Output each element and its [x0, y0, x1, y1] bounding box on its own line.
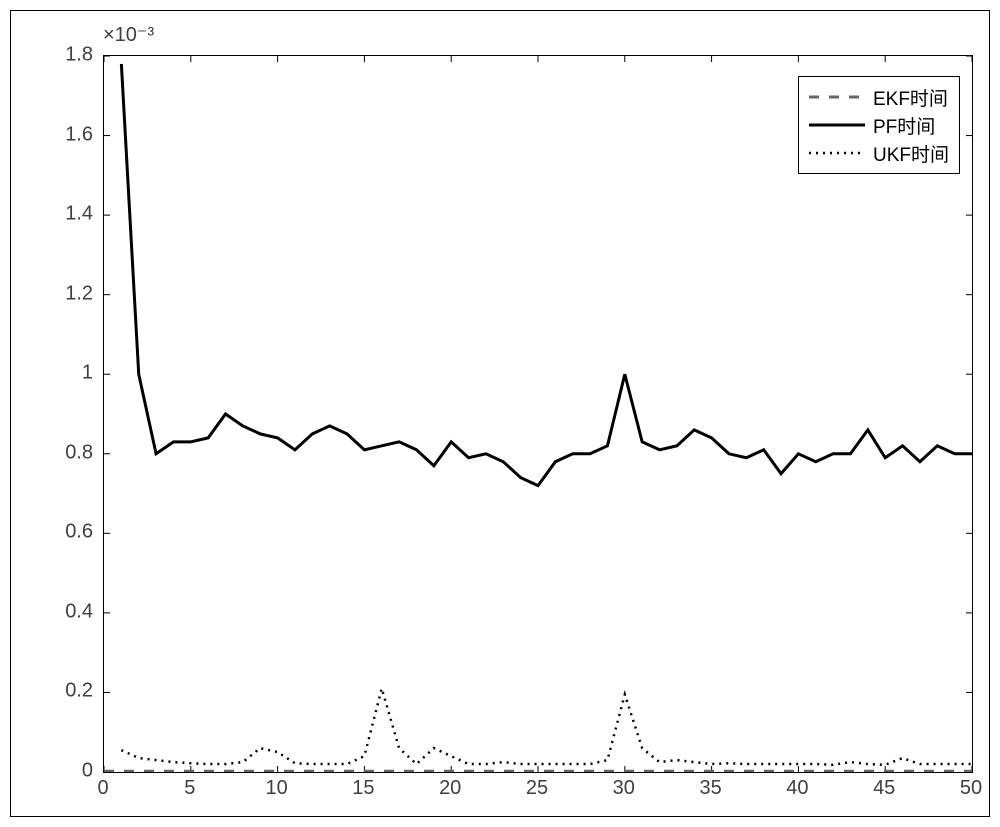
legend-label-pf: PF时间 [873, 112, 935, 139]
chart-container: ×10⁻³ EKF时间 PF时间 UKF时间 [0, 0, 1000, 827]
legend-swatch-ukf [809, 143, 865, 163]
legend-label-ukf: UKF时间 [873, 140, 949, 167]
legend-label-ekf: EKF时间 [873, 84, 948, 111]
x-tick-label: 25 [526, 777, 548, 800]
y-tick-label: 1.4 [65, 203, 93, 226]
y-tick-label: 1.8 [65, 44, 93, 67]
legend-entry-ekf: EKF时间 [809, 83, 949, 111]
x-tick-label: 0 [97, 777, 108, 800]
legend-entry-ukf: UKF时间 [809, 139, 949, 167]
y-tick-label: 1.6 [65, 123, 93, 146]
y-tick-label: 0.2 [65, 680, 93, 703]
y-tick-label: 0.6 [65, 521, 93, 544]
x-tick-label: 50 [960, 777, 982, 800]
y-tick-label: 0 [82, 760, 93, 783]
legend-entry-pf: PF时间 [809, 111, 949, 139]
y-exponent-label: ×10⁻³ [103, 22, 154, 47]
plot-area: EKF时间 PF时间 UKF时间 [103, 55, 973, 773]
x-tick-label: 30 [613, 777, 635, 800]
x-tick-label: 5 [184, 777, 195, 800]
y-tick-label: 1.2 [65, 282, 93, 305]
y-tick-label: 0.8 [65, 441, 93, 464]
legend-swatch-ekf [809, 87, 865, 107]
y-tick-label: 0.4 [65, 600, 93, 623]
legend: EKF时间 PF时间 UKF时间 [798, 76, 960, 174]
x-tick-label: 15 [352, 777, 374, 800]
legend-swatch-pf [809, 115, 865, 135]
x-tick-label: 10 [265, 777, 287, 800]
y-tick-label: 1 [82, 362, 93, 385]
x-tick-label: 40 [786, 777, 808, 800]
x-tick-label: 45 [873, 777, 895, 800]
x-tick-label: 20 [439, 777, 461, 800]
x-tick-label: 35 [699, 777, 721, 800]
